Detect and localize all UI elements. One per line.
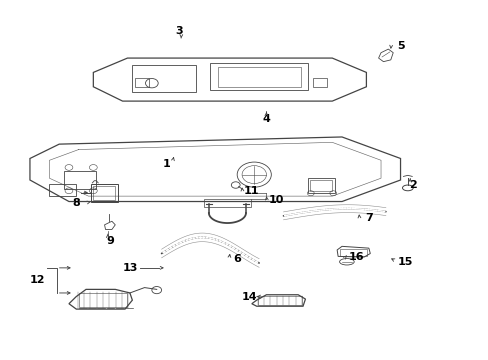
- Text: 1: 1: [163, 159, 170, 169]
- Bar: [93, 186, 115, 200]
- Bar: [49, 184, 76, 196]
- Text: 13: 13: [122, 263, 137, 273]
- Text: 12: 12: [29, 275, 45, 285]
- Text: 16: 16: [348, 252, 364, 262]
- Bar: [210, 63, 307, 90]
- Text: 11: 11: [244, 186, 259, 196]
- Text: 5: 5: [396, 41, 404, 50]
- Text: 10: 10: [268, 195, 284, 205]
- Bar: [312, 78, 327, 87]
- Bar: [203, 199, 250, 207]
- Bar: [258, 296, 302, 305]
- Text: 15: 15: [397, 257, 412, 267]
- Bar: [217, 67, 300, 87]
- Text: 7: 7: [364, 213, 372, 222]
- Bar: [91, 184, 118, 202]
- Text: 4: 4: [262, 114, 270, 124]
- Bar: [307, 178, 334, 193]
- Bar: [79, 293, 127, 307]
- Text: 3: 3: [175, 26, 182, 36]
- Text: 2: 2: [408, 180, 416, 190]
- Bar: [339, 249, 366, 256]
- Bar: [132, 65, 195, 92]
- Text: 14: 14: [241, 292, 257, 302]
- Text: 9: 9: [106, 236, 114, 246]
- Bar: [310, 180, 331, 191]
- Bar: [135, 78, 149, 87]
- Text: 6: 6: [233, 254, 241, 264]
- Bar: [64, 171, 96, 189]
- Text: 8: 8: [72, 198, 80, 208]
